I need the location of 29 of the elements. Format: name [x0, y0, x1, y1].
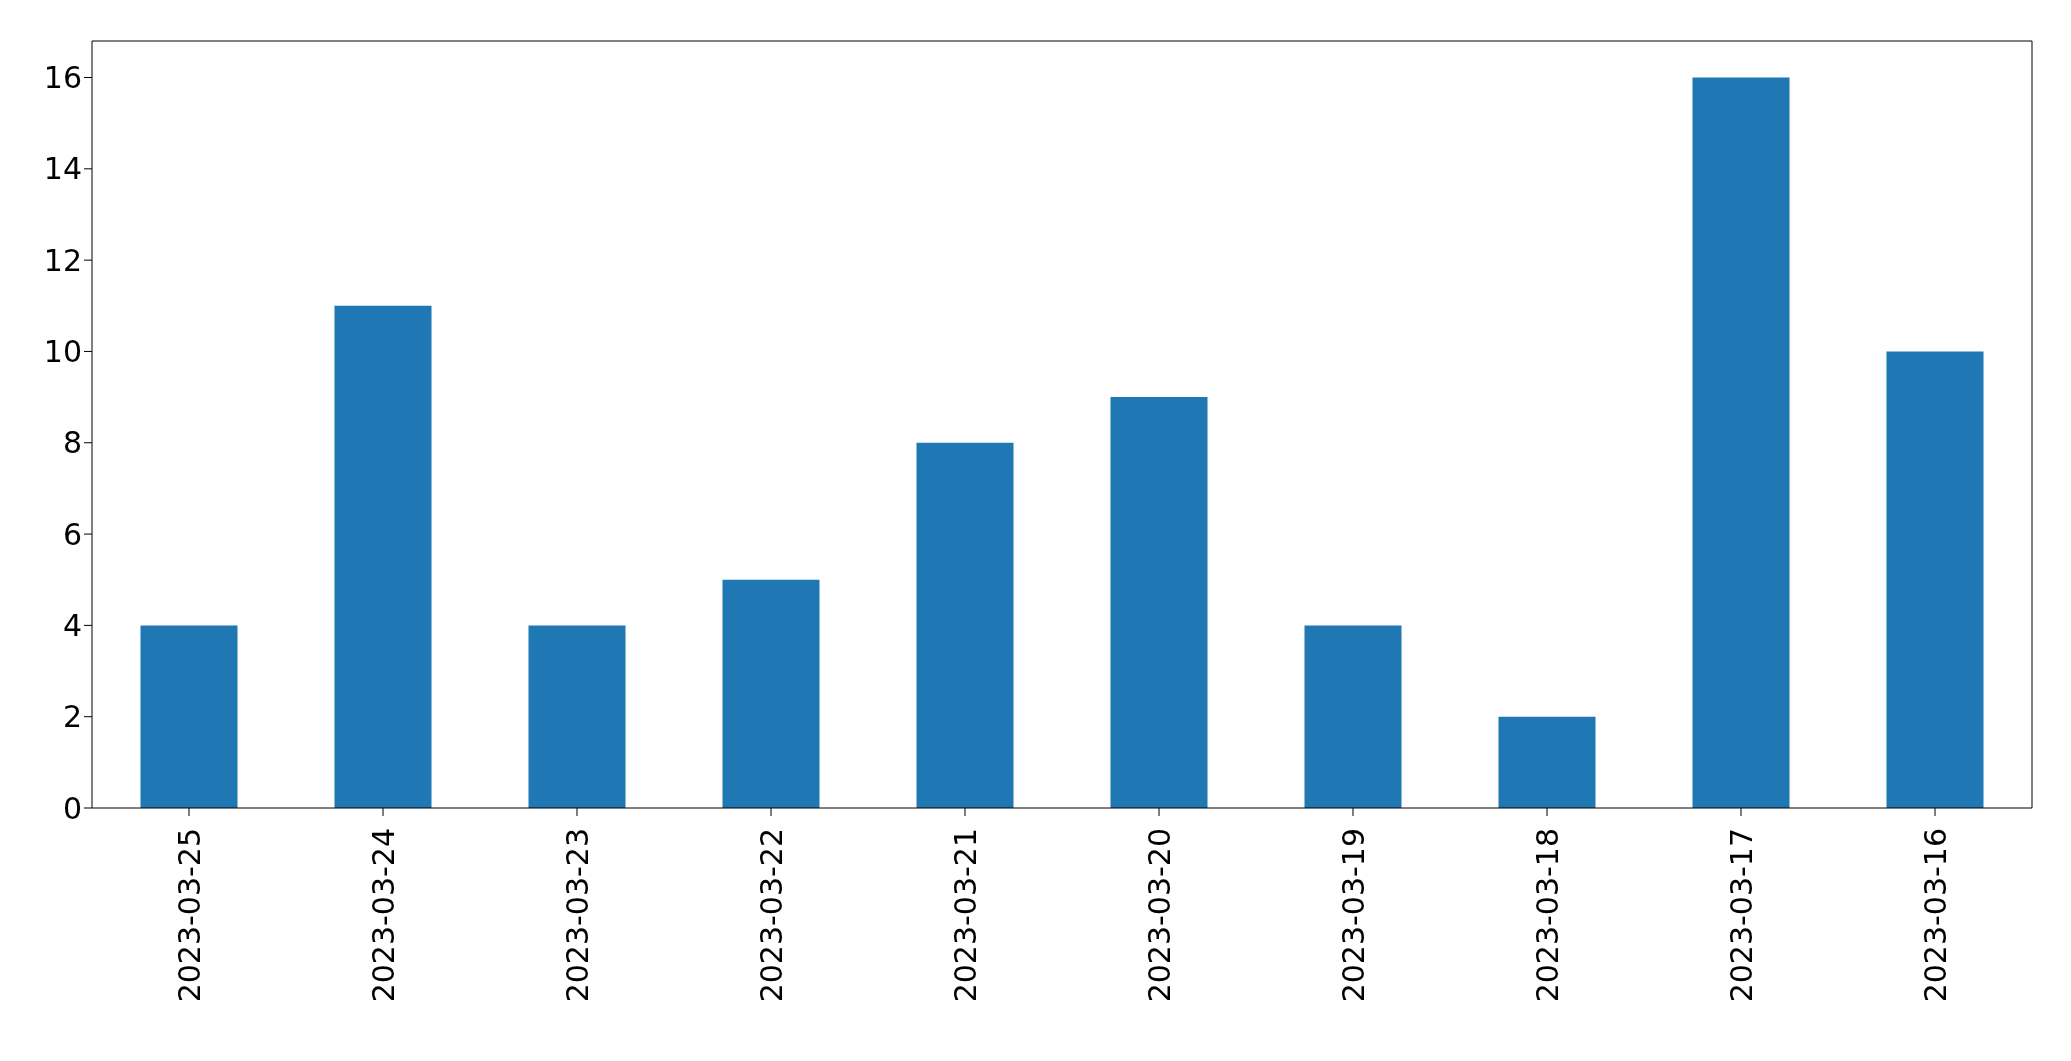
- y-tick-label: 14: [43, 151, 82, 187]
- bar: [916, 442, 1014, 808]
- bar: [140, 625, 238, 808]
- y-tick-label: 16: [43, 60, 82, 96]
- x-tick-label: 2023-03-16: [1917, 828, 1953, 1003]
- y-tick-label: 12: [43, 242, 82, 278]
- x-tick-label: 2023-03-19: [1335, 828, 1371, 1003]
- y-tick-label: 4: [62, 608, 82, 644]
- bar: [1304, 625, 1402, 808]
- bar: [334, 305, 432, 808]
- x-tick-label: 2023-03-21: [947, 828, 983, 1003]
- bar: [1498, 716, 1596, 808]
- bar: [722, 579, 820, 808]
- x-tick-label: 2023-03-24: [365, 828, 401, 1003]
- y-tick-label: 10: [43, 334, 82, 370]
- bar: [1886, 351, 1984, 808]
- y-tick-label: 6: [62, 516, 82, 552]
- bar: [528, 625, 626, 808]
- x-tick-label: 2023-03-17: [1723, 828, 1759, 1003]
- y-tick-label: 8: [62, 425, 82, 461]
- y-tick-label: 0: [62, 790, 82, 826]
- x-tick-label: 2023-03-22: [753, 828, 789, 1003]
- x-tick-label: 2023-03-25: [171, 828, 207, 1003]
- x-tick-label: 2023-03-18: [1529, 828, 1565, 1003]
- bar: [1692, 77, 1790, 808]
- x-tick-label: 2023-03-23: [559, 828, 595, 1003]
- bar: [1110, 397, 1208, 808]
- x-tick-label: 2023-03-20: [1141, 828, 1177, 1003]
- y-tick-label: 2: [62, 699, 82, 735]
